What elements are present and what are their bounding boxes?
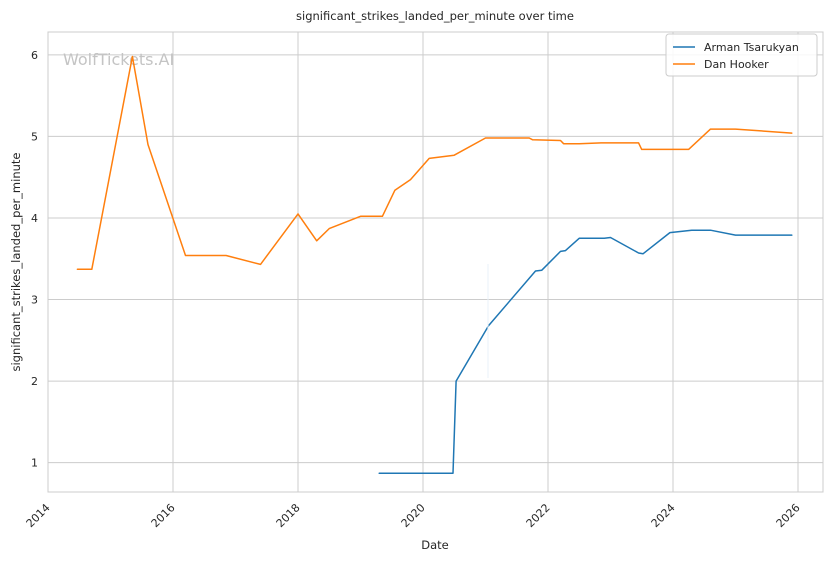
series-line-1	[378, 229, 793, 474]
series-line-2	[76, 55, 793, 271]
y-tick-label-4: 4	[31, 212, 38, 225]
x-tick-label-2026: 2026	[774, 501, 803, 530]
x-tick-label-2022: 2022	[524, 501, 553, 530]
y-tick-label-2: 2	[31, 375, 38, 388]
plot-frame	[47, 31, 824, 493]
x-tick-label-2020: 2020	[399, 501, 428, 530]
x-tick-label-2014: 2014	[24, 501, 53, 530]
x-tick-label-2018: 2018	[274, 501, 303, 530]
y-tick-label-1: 1	[31, 457, 38, 470]
y-tick-label-6: 6	[31, 49, 38, 62]
grid	[47, 32, 823, 492]
y-tick-label-3: 3	[31, 294, 38, 307]
watermark: WolfTickets.AI	[63, 50, 174, 69]
y-tick-label-5: 5	[31, 130, 38, 143]
x-tick-label-2024: 2024	[649, 501, 678, 530]
x-axis-label: Date	[421, 538, 449, 552]
legend-box	[665, 33, 818, 77]
legend-label-2: Dan Hooker	[704, 58, 769, 71]
x-tick-labels: 2014 2016 2018 2020 2022 2024 2026	[24, 501, 803, 530]
series-lines	[76, 55, 793, 474]
legend: Arman Tsarukyan Dan Hooker	[665, 33, 818, 77]
y-tick-labels: 1 2 3 4 5 6	[31, 49, 38, 470]
chart-title: significant_strikes_landed_per_minute ov…	[296, 9, 574, 23]
x-tick-label-2016: 2016	[149, 501, 178, 530]
y-axis-label: significant_strikes_landed_per_minute	[9, 153, 23, 372]
legend-label-1: Arman Tsarukyan	[704, 41, 799, 54]
